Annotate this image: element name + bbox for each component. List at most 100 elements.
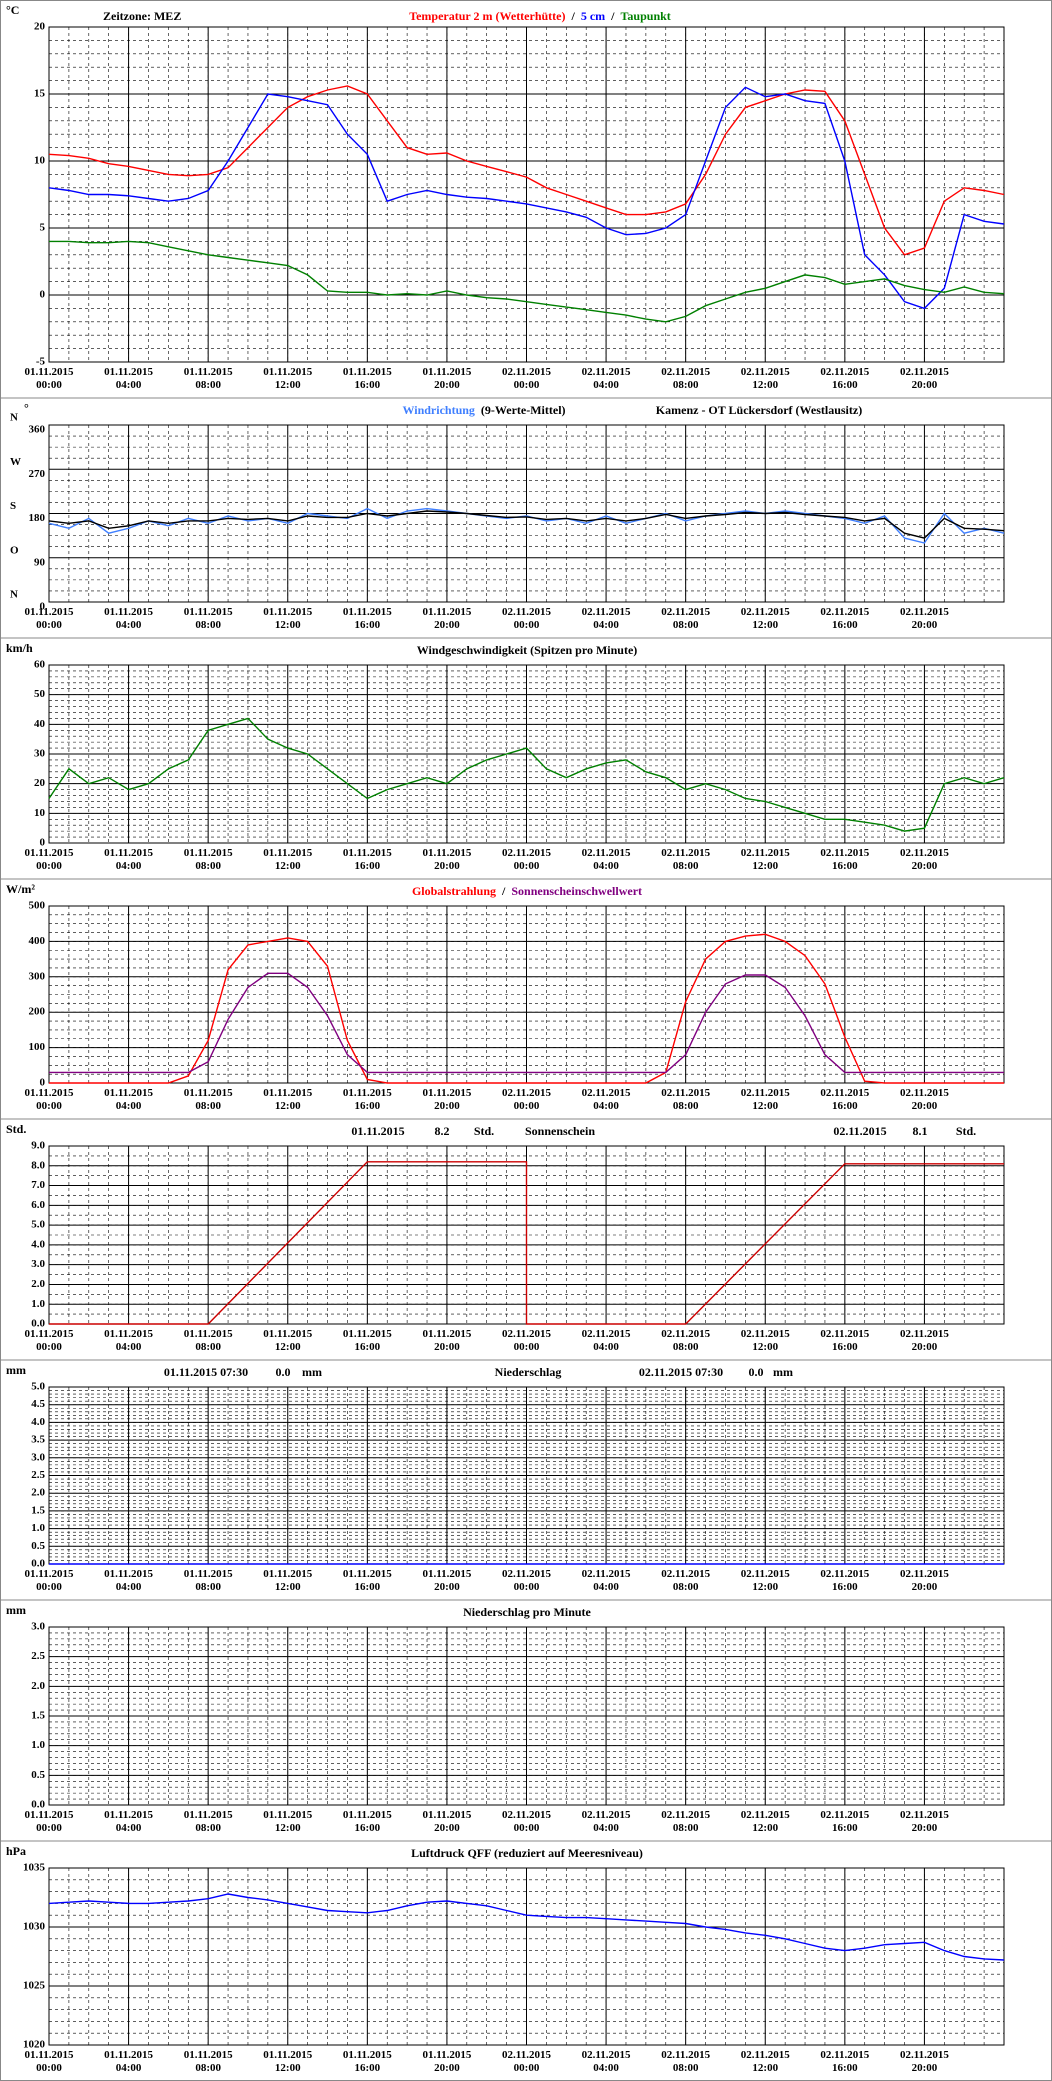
legend-entry: (9-Werte-Mittel) [481, 403, 566, 417]
x-tick-label: 02.11.2015 04:00 [582, 1328, 631, 1353]
y-tick-label: 8.0 [31, 1159, 45, 1171]
x-tick-label: 02.11.2015 08:00 [661, 1328, 710, 1353]
x-tick-label: 02.11.2015 12:00 [741, 1809, 790, 1834]
y-tick-label: 5.0 [31, 1219, 45, 1231]
y-tick-label: 1.0 [31, 1298, 45, 1310]
y-tick-label: 90 [34, 556, 46, 568]
y-axis-unit: ° [24, 401, 29, 415]
compass-label: N [10, 589, 18, 601]
compass-label: N [10, 412, 18, 424]
x-tick-label: 01.11.2015 08:00 [184, 606, 233, 631]
x-tick-label: 02.11.2015 00:00 [502, 847, 551, 872]
annotation: 0.0 [276, 1365, 291, 1379]
x-tick-label: 01.11.2015 00:00 [25, 1328, 74, 1353]
data-line [48, 86, 1005, 310]
x-tick-label: 01.11.2015 08:00 [184, 1568, 233, 1593]
x-tick-label: 02.11.2015 04:00 [582, 2049, 631, 2074]
y-tick-label: 20 [34, 21, 46, 33]
compass-label: S [10, 500, 16, 512]
y-tick-label: 1025 [23, 1980, 46, 1992]
annotation: 01.11.2015 [351, 1124, 404, 1138]
x-tick-label: 02.11.2015 00:00 [502, 366, 551, 391]
x-tick-label: 01.11.2015 00:00 [25, 2049, 74, 2074]
x-tick-label: 01.11.2015 12:00 [263, 1328, 312, 1353]
y-axis-unit: mm [6, 1363, 26, 1377]
y-axis-unit: °C [6, 3, 19, 17]
y-tick-label: 0.5 [31, 1540, 45, 1552]
x-tick-label: 02.11.2015 20:00 [900, 606, 949, 631]
x-tick-label: 01.11.2015 00:00 [25, 606, 74, 631]
y-tick-label: 2.5 [31, 1469, 45, 1481]
x-tick-label: 01.11.2015 20:00 [422, 2049, 471, 2074]
y-tick-label: 3.0 [31, 1621, 45, 1633]
x-tick-label: 01.11.2015 08:00 [184, 1328, 233, 1353]
x-tick-label: 01.11.2015 00:00 [25, 1568, 74, 1593]
x-tick-label: 02.11.2015 00:00 [502, 1087, 551, 1112]
x-tick-label: 01.11.2015 04:00 [104, 1809, 153, 1834]
legend: Windrichtung (9-Werte-Mittel) [402, 403, 565, 417]
x-tick-label: 01.11.2015 20:00 [422, 366, 471, 391]
x-tick-label: 02.11.2015 12:00 [741, 1328, 790, 1353]
y-tick-label: 1030 [23, 1921, 46, 1933]
legend: Globalstrahlung / Sonnenscheinschwellwert [412, 884, 642, 898]
x-tick-label: 02.11.2015 08:00 [661, 1087, 710, 1112]
x-tick-label: 01.11.2015 04:00 [104, 606, 153, 631]
y-tick-label: 15 [34, 88, 46, 100]
x-tick-label: 02.11.2015 12:00 [741, 1568, 790, 1593]
x-tick-label: 01.11.2015 08:00 [184, 847, 233, 872]
annotation: Kamenz - OT Lückersdorf (Westlausitz) [656, 403, 862, 417]
x-tick-label: 01.11.2015 16:00 [343, 2049, 392, 2074]
x-tick-label: 01.11.2015 08:00 [184, 1087, 233, 1112]
annotation: mm [773, 1365, 793, 1379]
data-line [49, 972, 1004, 1074]
y-tick-label: 1035 [23, 1862, 46, 1874]
x-tick-label: 02.11.2015 08:00 [661, 1568, 710, 1593]
data-line [48, 1893, 1005, 1961]
y-tick-label: 6.0 [31, 1199, 45, 1211]
y-tick-label: 1020 [23, 2039, 46, 2051]
x-tick-label: 02.11.2015 20:00 [900, 1568, 949, 1593]
x-tick-label: 01.11.2015 00:00 [25, 847, 74, 872]
x-tick-label: 01.11.2015 16:00 [343, 1087, 392, 1112]
x-tick-label: 01.11.2015 08:00 [184, 2049, 233, 2074]
x-tick-label: 02.11.2015 00:00 [502, 2049, 551, 2074]
compass-label: W [10, 456, 21, 468]
chart-title: Niederschlag [495, 1365, 562, 1379]
y-tick-label: 2.0 [31, 1487, 45, 1499]
data-line [49, 933, 1004, 1084]
data-line [48, 717, 1005, 832]
x-tick-label: 02.11.2015 20:00 [900, 1087, 949, 1112]
x-tick-label: 02.11.2015 04:00 [582, 606, 631, 631]
x-tick-label: 01.11.2015 08:00 [184, 366, 233, 391]
x-tick-label: 02.11.2015 12:00 [741, 606, 790, 631]
x-tick-label: 02.11.2015 12:00 [741, 1087, 790, 1112]
x-tick-label: 02.11.2015 12:00 [741, 847, 790, 872]
x-tick-label: 02.11.2015 20:00 [900, 1328, 949, 1353]
x-tick-label: 01.11.2015 20:00 [422, 1568, 471, 1593]
x-tick-label: 01.11.2015 12:00 [263, 1568, 312, 1593]
y-tick-label: 9.0 [31, 1140, 45, 1152]
x-tick-label: 01.11.2015 16:00 [343, 1809, 392, 1834]
legend-separator: / [610, 9, 615, 23]
y-tick-label: 3.5 [31, 1434, 45, 1446]
x-tick-label: 02.11.2015 00:00 [502, 1809, 551, 1834]
legend-entry: Globalstrahlung [412, 884, 496, 898]
y-tick-label: 0.0 [31, 1318, 45, 1330]
data-line [49, 1161, 1004, 1325]
y-tick-label: 10 [34, 155, 46, 167]
x-tick-label: 02.11.2015 08:00 [661, 847, 710, 872]
annotation: Std. [474, 1124, 494, 1138]
chart-title: Windgeschwindigkeit (Spitzen pro Minute) [417, 643, 638, 657]
legend-entry: Sonnenscheinschwellwert [511, 884, 642, 898]
y-tick-label: 5.0 [31, 1381, 45, 1393]
compass-label: O [10, 544, 19, 556]
y-tick-label: 0.0 [31, 1558, 45, 1570]
y-tick-label: 3.0 [31, 1258, 45, 1270]
x-tick-label: 02.11.2015 16:00 [820, 606, 869, 631]
x-tick-label: 02.11.2015 20:00 [900, 366, 949, 391]
x-tick-label: 01.11.2015 12:00 [263, 2049, 312, 2074]
y-tick-label: 270 [29, 468, 46, 480]
annotation: 0.0 [749, 1365, 764, 1379]
x-tick-label: 01.11.2015 20:00 [422, 1809, 471, 1834]
